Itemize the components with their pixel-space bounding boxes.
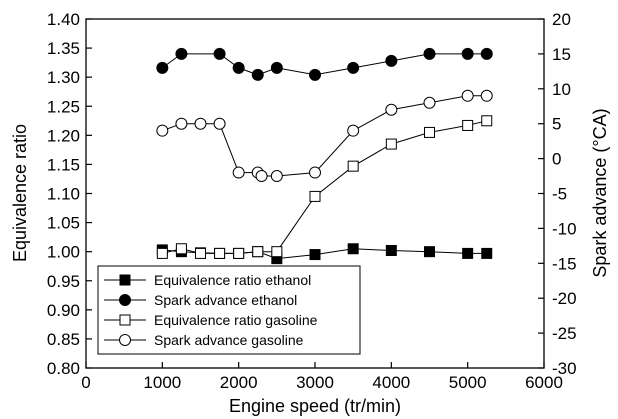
series-group [156, 47, 493, 265]
y-tick-label: 1.40 [47, 10, 80, 29]
data-point-circle [213, 47, 226, 60]
data-point-circle [423, 47, 436, 60]
x-tick-label: 2000 [220, 373, 258, 392]
y-tick-label: 1.05 [47, 214, 80, 233]
y-tick-label: 1.30 [47, 68, 80, 87]
data-point-circle [232, 166, 245, 179]
data-point-square [462, 247, 474, 259]
data-point-square [385, 138, 397, 150]
data-point-circle [255, 170, 268, 183]
y2-tick-label: -15 [552, 254, 577, 273]
x-tick-label: 5000 [449, 373, 487, 392]
y2-tick-label: -5 [552, 185, 567, 204]
data-point-circle [461, 47, 474, 60]
data-point-circle [423, 96, 436, 109]
data-point-square [214, 247, 226, 259]
y-tick-label: 0.80 [47, 359, 80, 378]
y2-tick-label: -20 [552, 289, 577, 308]
y-tick-label: 0.95 [47, 272, 80, 291]
legend-label: Spark advance ethanol [154, 292, 297, 308]
data-point-circle [480, 89, 493, 102]
data-point-circle [270, 170, 283, 183]
data-point-circle [480, 47, 493, 60]
x-tick-label: 0 [81, 373, 90, 392]
data-point-square [252, 246, 264, 258]
legend-label: Equivalence ratio gasoline [154, 312, 318, 328]
x-tick-label: 4000 [372, 373, 410, 392]
y-tick-label: 1.15 [47, 155, 80, 174]
data-point-circle [156, 124, 169, 137]
data-point-circle [385, 54, 398, 67]
x-tick-label: 3000 [296, 373, 334, 392]
data-point-square [462, 119, 474, 131]
y2-tick-label: 15 [552, 45, 571, 64]
data-point-circle [213, 117, 226, 130]
data-point-circle [347, 61, 360, 74]
data-point-square [424, 126, 435, 138]
legend-marker [119, 334, 131, 346]
y-tick-label: 1.35 [47, 39, 80, 58]
series-3 [156, 115, 493, 259]
y2-tick-label: -30 [552, 359, 577, 378]
data-point-square [175, 243, 187, 255]
y2-tick-label: 5 [552, 115, 561, 134]
data-point-circle [347, 124, 360, 137]
data-point-circle [461, 89, 474, 102]
x-axis-label: Engine speed (tr/min) [229, 396, 401, 416]
data-point-square [481, 247, 493, 259]
data-point-circle [156, 61, 169, 74]
y2-tick-label: 20 [552, 10, 571, 29]
data-point-square [385, 245, 397, 257]
y2-axis-label: Spark advance (°CA) [590, 108, 610, 277]
data-point-square [309, 190, 321, 202]
data-point-square [195, 247, 206, 259]
legend-marker [119, 274, 131, 286]
y-tick-label: 1.25 [47, 97, 80, 116]
legend: Equivalence ratio ethanol Spark advance e… [97, 265, 361, 355]
series-line [162, 120, 487, 254]
data-point-square [347, 160, 359, 172]
data-point-square [156, 247, 168, 259]
y2-tick-label: 0 [552, 150, 561, 169]
y-tick-label: 0.85 [47, 330, 80, 349]
legend-marker [119, 294, 131, 306]
series-line [162, 53, 487, 76]
legend-label: Spark advance gasoline [154, 332, 304, 348]
y-tick-label: 0.90 [47, 301, 80, 320]
x-tick-label: 6000 [525, 373, 563, 392]
data-point-circle [175, 117, 188, 130]
axis-ticks: 0 1000 2000 3000 4000 5000 6000 0.80 0.85 0.90 0.9… [47, 10, 577, 392]
y2-tick-label: 10 [552, 80, 571, 99]
x-tick-label: 1000 [143, 373, 181, 392]
y-tick-label: 1.10 [47, 185, 80, 204]
legend-marker [119, 314, 131, 326]
data-point-circle [309, 166, 321, 179]
data-point-circle [194, 117, 207, 130]
data-point-circle [232, 61, 245, 74]
series-line [162, 95, 487, 177]
data-point-circle [251, 68, 264, 81]
data-point-circle [309, 68, 321, 81]
legend-box [97, 265, 361, 355]
y2-tick-label: -25 [552, 324, 577, 343]
data-point-circle [270, 61, 283, 74]
y-axis-label: Equivalence ratio [10, 124, 30, 262]
data-point-square [271, 246, 283, 258]
data-point-circle [385, 103, 398, 116]
series-4 [156, 89, 493, 183]
data-point-square [233, 247, 245, 259]
data-point-square [347, 243, 359, 255]
y-tick-label: 1.00 [47, 243, 80, 262]
y2-tick-label: -10 [552, 219, 577, 238]
data-point-square [424, 246, 435, 258]
data-point-square [309, 249, 321, 261]
data-point-circle [175, 47, 188, 60]
series-2 [156, 47, 493, 81]
legend-label: Equivalence ratio ethanol [154, 272, 311, 288]
data-point-square [481, 115, 493, 127]
y-tick-label: 1.20 [47, 126, 80, 145]
